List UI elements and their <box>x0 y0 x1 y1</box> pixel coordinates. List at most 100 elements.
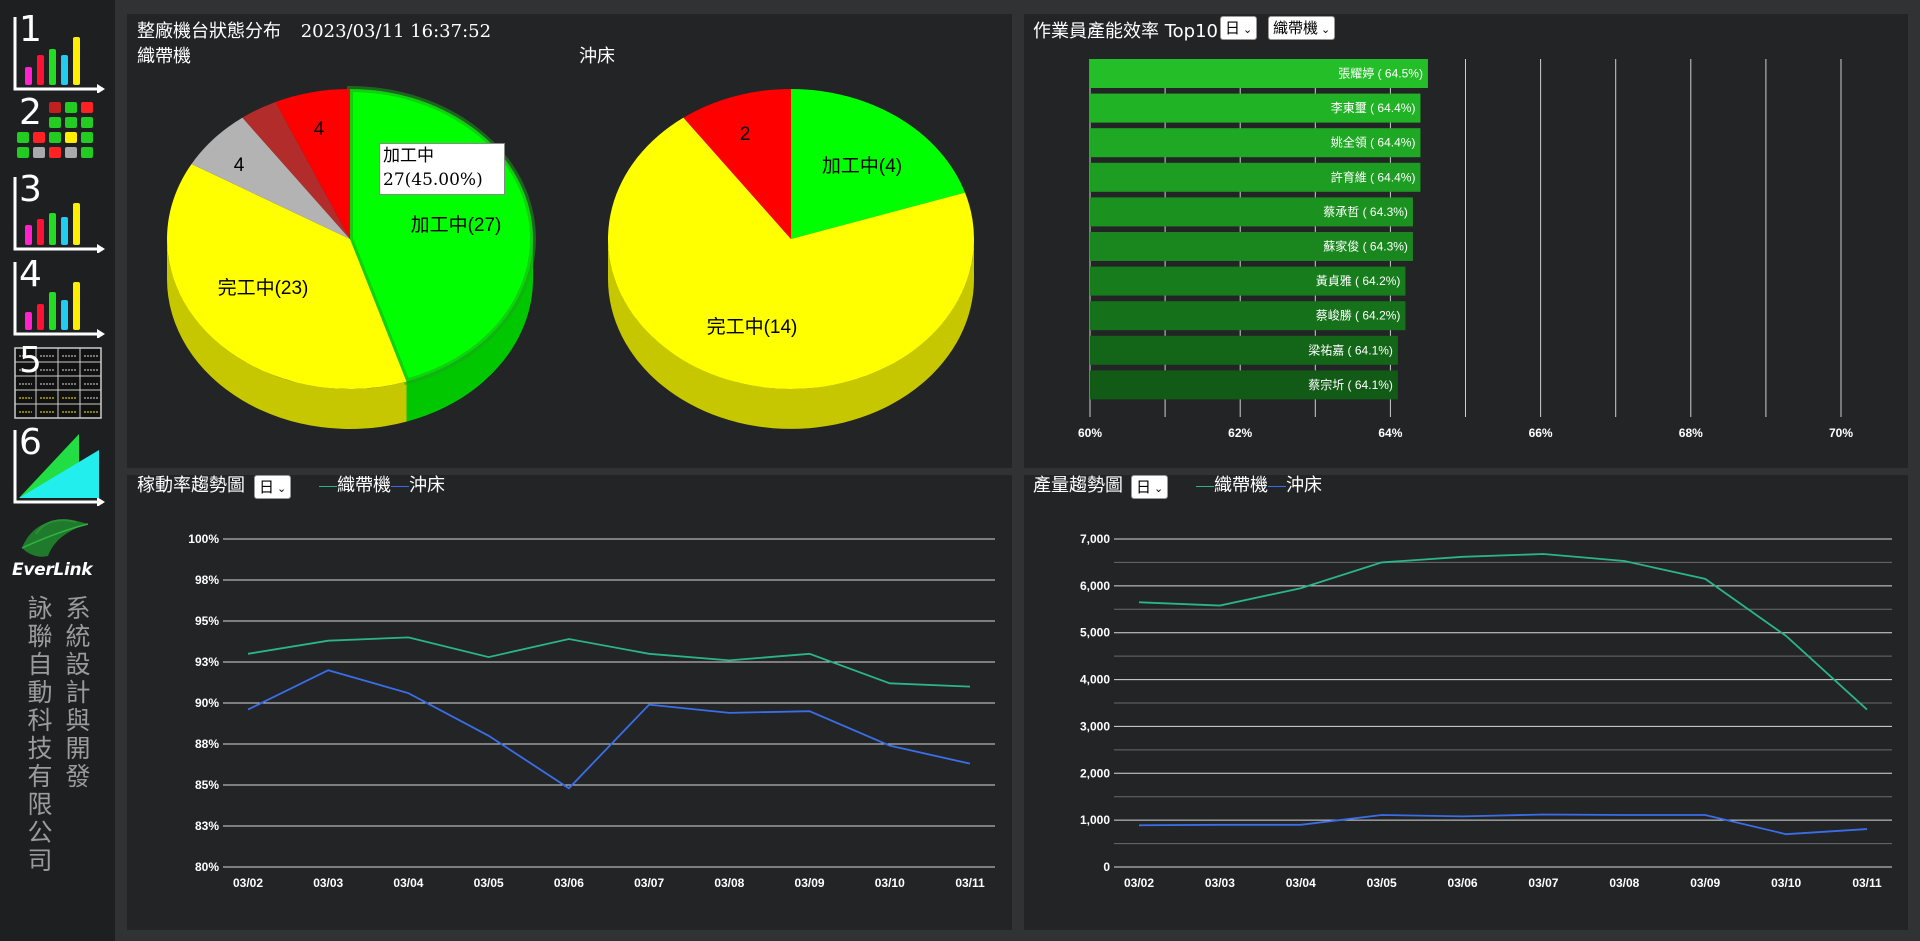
sidebar: 1 2 <box>0 0 115 941</box>
table-icon <box>14 347 102 419</box>
legend-swatch <box>391 485 409 487</box>
utilization-line-chart: 80% 83% 85% 88% 90% 93% 95% 98% 100% 03/02 03/03 03… <box>188 532 995 890</box>
legend-swatch <box>1268 485 1286 487</box>
y-tick-label: 100% <box>188 532 219 546</box>
y-tick-label: 93% <box>195 655 219 669</box>
nav-item-1-number: 1 <box>19 9 42 50</box>
bar <box>1090 197 1413 227</box>
company-name-column: 詠聯自動科技有限公司 <box>27 594 53 875</box>
area-chart-icon <box>13 430 105 507</box>
y-tick-label: 95% <box>195 614 219 628</box>
status-pies: 加工中(27) 完工中(23) 4 4 加工中(4) 完工中(14) 2 <box>167 85 974 429</box>
tooltip-value: 27(45.00%) <box>383 170 483 190</box>
x-tick-label: 03/06 <box>554 876 584 890</box>
legend-swatch <box>319 485 337 487</box>
bar <box>1090 266 1406 296</box>
x-tick-label: 03/07 <box>1528 876 1558 890</box>
x-tick-label: 03/10 <box>875 876 905 890</box>
legend-weaving: 織帶機 <box>337 475 391 496</box>
output-period-select[interactable]: 日 ⌄ <box>1131 475 1169 499</box>
pie-slice <box>242 101 350 240</box>
status-title: 整廠機台狀態分布 2023/03/11 16:37:52 <box>137 17 491 43</box>
pie-title-weaving: 織帶機 <box>137 46 191 67</box>
bar-label: 黃貞雅 ( 64.2%) <box>1316 273 1401 288</box>
y-tick-label: 85% <box>195 778 219 792</box>
bar <box>1090 232 1413 261</box>
efficiency-period-value: 日 <box>1225 19 1241 37</box>
efficiency-panel: 作業員產能效率 Top10 日 ⌄ 織帶機 ⌄ 張耀婷 ( 64.5%) 李東璽 ( … <box>1024 14 1908 468</box>
utilization-title: 稼動率趨勢圖 <box>137 475 245 496</box>
x-tick-label: 68% <box>1679 426 1703 440</box>
machine-grid-icon <box>17 102 93 158</box>
y-tick-label: 2,000 <box>1080 766 1110 780</box>
x-tick-label: 03/07 <box>634 876 664 890</box>
nav-item-1[interactable]: 1 <box>13 9 105 94</box>
pie-slice-side <box>167 239 407 429</box>
y-tick-label: 6,000 <box>1080 579 1110 593</box>
x-tick-label: 03/03 <box>1205 876 1235 890</box>
pie-slice-label: 加工中(4) <box>822 155 902 177</box>
y-tick-label: 88% <box>195 737 219 751</box>
nav-item-3[interactable]: 3 <box>13 169 105 254</box>
x-tick-label: 03/11 <box>955 876 985 890</box>
pie-slice-side <box>406 239 533 422</box>
utilization-period-select[interactable]: 日 ⌄ <box>254 475 292 499</box>
bar-label: 李東璽 ( 64.4%) <box>1331 100 1416 115</box>
nav-item-2-number: 2 <box>19 92 42 133</box>
pie-title-press: 沖床 <box>579 46 615 67</box>
nav-item-4[interactable]: 4 <box>13 254 105 339</box>
x-tick-label: 64% <box>1378 426 1402 440</box>
x-tick-label: 03/03 <box>313 876 343 890</box>
x-tick-label: 03/05 <box>1367 876 1397 890</box>
nav-item-2[interactable]: 2 <box>13 92 105 176</box>
x-tick-label: 03/02 <box>1124 876 1154 890</box>
chevron-down-icon: ⌄ <box>1321 23 1331 36</box>
y-tick-label: 80% <box>195 860 219 874</box>
x-tick-label: 70% <box>1829 426 1853 440</box>
pie-slice-label: 4 <box>314 119 325 140</box>
utilization-panel: 稼動率趨勢圖 日 ⌄ 織帶機 沖床 80% 83% 85% 88% 90% 93% 95% 98%… <box>127 475 1012 930</box>
x-tick-label: 03/05 <box>474 876 504 890</box>
nav-item-6[interactable]: 6 <box>13 422 105 507</box>
y-tick-label: 4,000 <box>1080 673 1110 687</box>
nav-item-5[interactable]: 5 <box>13 340 105 424</box>
x-tick-label: 03/10 <box>1771 876 1801 890</box>
legend-press: 沖床 <box>409 475 445 496</box>
pie-slice <box>683 89 791 239</box>
x-tick-label: 62% <box>1228 426 1252 440</box>
y-tick-label: 0 <box>1103 860 1110 874</box>
bar <box>1090 128 1421 158</box>
status-datetime: 2023/03/11 16:37:52 <box>300 21 492 42</box>
bar <box>1090 162 1421 192</box>
utilization-period-value: 日 <box>259 478 275 496</box>
pie-slice <box>167 164 407 389</box>
pie-slice-label: 完工中(23) <box>218 277 309 299</box>
nav-item-3-number: 3 <box>19 169 42 210</box>
chevron-down-icon: ⌄ <box>277 482 287 495</box>
x-tick-label: 03/04 <box>393 876 423 890</box>
legend-swatch <box>1196 485 1214 487</box>
x-tick-label: 03/08 <box>1609 876 1639 890</box>
bar-label: 蔡承哲 ( 64.3%) <box>1323 205 1408 219</box>
bar <box>1090 301 1406 331</box>
pie-slice <box>191 117 350 239</box>
y-tick-label: 5,000 <box>1080 626 1110 640</box>
output-period-value: 日 <box>1136 478 1152 496</box>
pie-slice <box>791 89 966 239</box>
status-panel: 整廠機台狀態分布 2023/03/11 16:37:52 織帶機 沖床 加工中(… <box>127 14 1012 468</box>
tooltip-label: 加工中 <box>383 146 434 166</box>
efficiency-period-select[interactable]: 日 ⌄ <box>1220 16 1258 40</box>
y-tick-label: 1,000 <box>1080 813 1110 827</box>
efficiency-machine-select[interactable]: 織帶機 ⌄ <box>1268 16 1336 40</box>
output-panel: 產量趨勢圖 日 ⌄ 織帶機 沖床 0 1,000 2,000 3,000 4,000 5,00… <box>1024 475 1908 930</box>
pie-slice-side <box>608 239 974 429</box>
pie-slice <box>608 117 974 390</box>
series-line <box>1138 813 1868 836</box>
efficiency-machine-value: 織帶機 <box>1273 19 1319 37</box>
brand-logo-text: EverLink <box>12 560 93 580</box>
x-tick-label: 03/06 <box>1448 876 1478 890</box>
y-tick-label: 83% <box>195 819 219 833</box>
bar <box>1090 335 1398 365</box>
status-title-text: 整廠機台狀態分布 <box>137 21 281 42</box>
bar-chart-icon <box>13 177 105 254</box>
